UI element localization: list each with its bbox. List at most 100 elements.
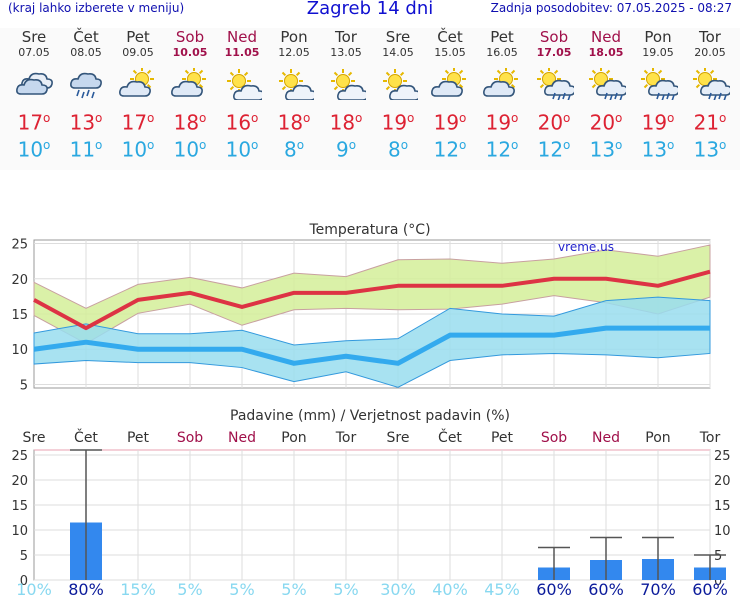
degree-symbol: o [667, 111, 675, 125]
temperature-y-tick: 15 [11, 308, 28, 323]
precipitation-y-tick-left: 10 [11, 524, 28, 539]
rain-cloud-icon [70, 72, 102, 99]
degree-symbol: o [147, 138, 155, 152]
partly-sunny-icon [431, 68, 466, 97]
day-column[interactable]: Tor 20.05 21o 13o [684, 28, 736, 162]
min-temperature-range-band [33, 296, 711, 388]
precip-probability: 45% [484, 580, 520, 599]
watermark: vreme.us [558, 240, 614, 254]
cloudy-icon [16, 72, 53, 95]
max-temperature: 18o [320, 104, 372, 135]
degree-symbol: o [43, 138, 51, 152]
degree-symbol: o [43, 111, 51, 125]
degree-symbol: o [719, 111, 727, 125]
day-name: Pet [126, 28, 150, 46]
min-temperature: 8o [268, 132, 320, 162]
last-update: Zadnja posodobitev: 07.05.2025 - 08:27 [490, 1, 732, 15]
max-temperature: 18o [164, 104, 216, 135]
precip-probability: 5% [177, 580, 203, 599]
day-column[interactable]: Sre 14.05 19o 8o [372, 28, 424, 162]
day-column[interactable]: Sre 07.05 17o 10o [8, 28, 60, 162]
precipitation-x-label: Sre [23, 430, 46, 446]
day-date: 09.05 [122, 46, 154, 59]
precip-probability: 30% [380, 580, 416, 599]
min-temperature: 13o [580, 132, 632, 162]
precip-probability: 80% [68, 580, 104, 599]
max-temperature-line [33, 269, 711, 331]
min-temperature: 13o [632, 132, 684, 162]
precipitation-y-tick-left: 15 [11, 499, 28, 514]
precipitation-x-label: Pon [281, 430, 306, 446]
sun-shower-icon [589, 68, 626, 100]
day-date: 17.05 [536, 46, 572, 59]
min-temperature-value: 10 [17, 137, 44, 162]
day-date: 18.05 [588, 46, 624, 59]
min-temperature-value: 13 [693, 137, 720, 162]
max-temperature-value: 18 [173, 110, 200, 135]
degree-symbol: o [251, 111, 259, 125]
day-column[interactable]: Pon 19.05 19o 13o [632, 28, 684, 162]
degree-symbol: o [667, 138, 675, 152]
day-column[interactable]: Ned 18.05 20o 13o [580, 28, 632, 162]
min-temperature-value: 8 [283, 137, 297, 162]
min-temperature-value: 10 [173, 137, 200, 162]
precip-probability: 5% [229, 580, 255, 599]
location-menu-hint[interactable]: (kraj lahko izberete v meniju) [8, 1, 185, 15]
degree-symbol: o [615, 111, 623, 125]
min-temperature: 12o [528, 132, 580, 162]
precip-probability: 10% [16, 580, 52, 599]
precipitation-x-label: Čet [438, 428, 462, 446]
day-column[interactable]: Sob 17.05 20o 12o [528, 28, 580, 162]
max-temperature: 19o [632, 104, 684, 135]
day-column[interactable]: Pon 12.05 18o 8o [268, 28, 320, 162]
max-temperature: 17o [8, 104, 60, 135]
day-column[interactable]: Tor 13.05 18o 9o [320, 28, 372, 162]
max-temperature: 16o [216, 104, 268, 135]
day-column[interactable]: Ned 11.05 16o 10o [216, 28, 268, 162]
min-temperature-value: 13 [589, 137, 616, 162]
precip-probability: 60% [588, 580, 624, 599]
max-temperature: 18o [268, 104, 320, 135]
precipitation-chart-title: Padavine (mm) / Verjetnost padavin (%) [230, 408, 510, 424]
day-name: Ned [227, 28, 257, 46]
degree-symbol: o [348, 138, 357, 152]
day-column[interactable]: Pet 09.05 17o 10o [112, 28, 164, 162]
precipitation-y-tick-left: 5 [20, 549, 28, 564]
day-name: Ned [591, 28, 621, 46]
day-name: Pon [280, 28, 308, 46]
precipitation-y-tick-left: 0 [20, 574, 28, 589]
min-temperature-value: 12 [433, 137, 460, 162]
max-temperature-value: 17 [17, 110, 44, 135]
day-name: Sre [385, 28, 411, 46]
sunny-cloud-icon [227, 69, 262, 100]
min-temperature: 10o [216, 132, 268, 162]
day-column[interactable]: Čet 15.05 19o 12o [424, 28, 476, 162]
day-date: 07.05 [18, 46, 50, 59]
day-column[interactable]: Sob 10.05 18o 10o [164, 28, 216, 162]
max-temperature-value: 20 [589, 110, 616, 135]
precipitation-y-tick-right: 15 [714, 499, 731, 514]
degree-symbol: o [459, 111, 467, 125]
sun-shower-icon [693, 68, 730, 100]
sun-shower-icon [537, 68, 574, 100]
precip-probability: 70% [640, 580, 676, 599]
top-bar: (kraj lahko izberete v meniju) Zagreb 14… [0, 0, 740, 22]
min-temperature-value: 12 [537, 137, 564, 162]
min-temperature: 10o [112, 132, 164, 162]
max-temperature-value: 19 [485, 110, 512, 135]
precipitation-x-label: Tor [335, 430, 357, 446]
day-column[interactable]: Pet 16.05 19o 12o [476, 28, 528, 162]
temperature-y-tick: 25 [11, 238, 28, 253]
temperature-y-tick: 5 [20, 378, 28, 393]
min-temperature-value: 9 [335, 137, 349, 162]
precipitation-x-label: Pet [127, 430, 150, 446]
day-column[interactable]: Čet 08.05 13o 11o [60, 28, 112, 162]
max-temperature-range-band [33, 244, 711, 345]
precipitation-y-tick-left: 25 [11, 449, 28, 464]
partly-sunny-icon [483, 68, 518, 97]
max-temperature-value: 20 [537, 110, 564, 135]
min-temperature-value: 8 [387, 137, 401, 162]
degree-symbol: o [355, 111, 363, 125]
degree-symbol: o [199, 111, 207, 125]
precipitation-y-tick-right: 0 [714, 574, 722, 589]
